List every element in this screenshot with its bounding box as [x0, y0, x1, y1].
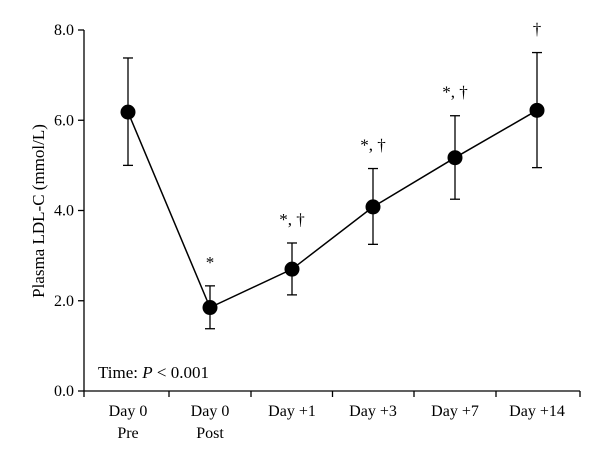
- y-tick-label: 8.0: [54, 22, 74, 39]
- y-tick-label: 0.0: [54, 383, 74, 400]
- x-category-sublabel: Post: [196, 425, 224, 442]
- data-points: [120, 102, 545, 316]
- significance-annotation: *, †: [279, 210, 305, 229]
- x-category-label: Day +7: [431, 403, 479, 420]
- significance-annotation: *: [206, 253, 215, 272]
- data-point: [447, 150, 463, 166]
- series-polyline: [127, 109, 538, 309]
- axes: [83, 30, 580, 392]
- x-category-label: Day 0: [109, 403, 148, 420]
- data-point: [202, 300, 218, 316]
- x-category-label: Day +3: [349, 403, 397, 420]
- data-point: [529, 102, 545, 118]
- significance-annotations: * *, † *, † *, † †: [206, 20, 542, 272]
- series-line: [127, 109, 538, 309]
- x-category-label: Day 0: [191, 403, 230, 420]
- y-tick-label: 2.0: [54, 293, 74, 310]
- y-axis-label: Plasma LDL-C (mmol/L): [29, 124, 48, 298]
- data-point: [365, 199, 381, 215]
- x-category-label: Day +14: [509, 403, 565, 420]
- significance-annotation: *, †: [360, 136, 386, 155]
- y-tick-label: 6.0: [54, 112, 74, 129]
- y-ticks: 0.0 2.0 4.0 6.0 8.0: [54, 22, 84, 400]
- significance-annotation: †: [533, 20, 542, 39]
- data-point: [284, 261, 300, 277]
- time-p-value-note: Time: P < 0.001: [98, 363, 209, 382]
- data-point: [120, 104, 136, 120]
- footnote-p-symbol: P: [141, 363, 152, 382]
- y-tick-label: 4.0: [54, 203, 74, 220]
- x-ticks: Day 0 Pre Day 0 Post Day +1 Day +3 Day +7 Day +…: [83, 391, 581, 442]
- x-category-sublabel: Pre: [117, 425, 138, 442]
- footnote-value: < 0.001: [153, 363, 209, 382]
- x-category-label: Day +1: [268, 403, 316, 420]
- significance-annotation: *, †: [442, 83, 468, 102]
- error-bars: [123, 51, 542, 330]
- footnote-prefix: Time:: [98, 363, 142, 382]
